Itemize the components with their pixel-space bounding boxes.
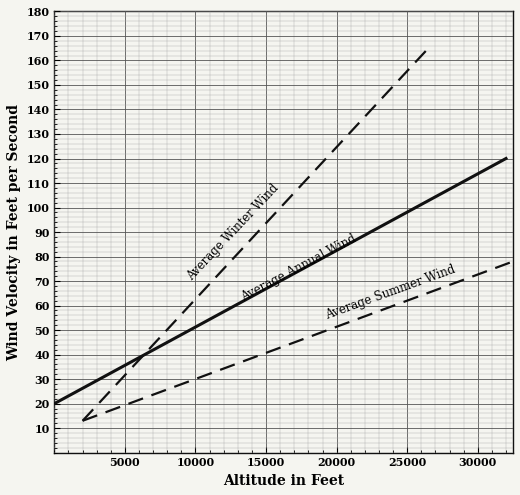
Text: Average Annual Wind: Average Annual Wind bbox=[239, 232, 358, 304]
X-axis label: Altitude in Feet: Altitude in Feet bbox=[223, 474, 344, 488]
Y-axis label: Wind Velocity in Feet per Second: Wind Velocity in Feet per Second bbox=[7, 103, 21, 360]
Text: Average Summer Wind: Average Summer Wind bbox=[324, 262, 458, 322]
Text: Average Winter Wind: Average Winter Wind bbox=[185, 182, 281, 283]
